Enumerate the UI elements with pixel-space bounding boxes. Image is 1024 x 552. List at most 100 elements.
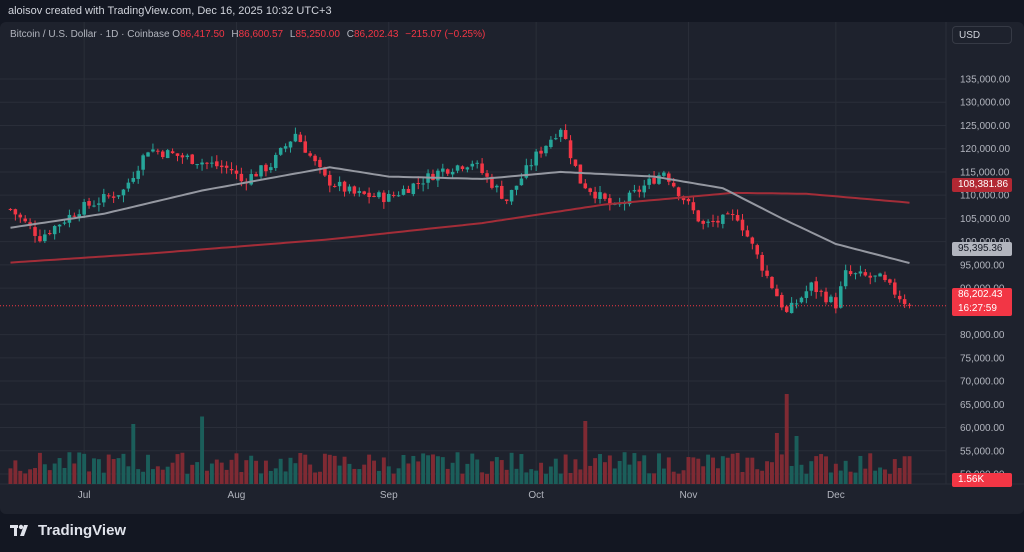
volume-bar: [18, 470, 23, 484]
volume-bar: [62, 467, 67, 484]
volume-bar: [612, 468, 617, 484]
volume-bar: [794, 436, 799, 484]
candle-body: [819, 290, 823, 292]
volume-bar: [789, 465, 794, 484]
candle-body: [838, 286, 843, 308]
candle-body: [269, 167, 273, 171]
volume-bar: [838, 470, 843, 484]
volume-bar: [883, 469, 887, 484]
volume-bar: [740, 471, 745, 484]
candle-body: [436, 170, 440, 181]
candle-body: [224, 165, 229, 168]
candle-body: [136, 170, 140, 179]
volume-bar: [57, 458, 62, 484]
volume-bar: [111, 459, 116, 484]
volume-bar: [190, 464, 195, 484]
candle-body: [745, 230, 750, 237]
volume-bar: [47, 470, 52, 484]
volume-bar: [357, 469, 362, 484]
candle-body: [676, 187, 681, 197]
candle-body: [529, 165, 534, 167]
candle-body: [794, 303, 799, 305]
candle-body: [775, 288, 779, 297]
candle-body: [421, 183, 425, 185]
candle-body: [603, 193, 607, 199]
volume-bar: [809, 461, 814, 484]
volume-bar: [652, 473, 657, 484]
candle-body: [696, 210, 701, 222]
volume-bar: [843, 460, 848, 484]
volume-bar: [696, 458, 701, 484]
volume-bar: [431, 454, 435, 484]
volume-bar: [28, 469, 33, 484]
volume-bar: [701, 466, 706, 484]
volume-bar: [347, 463, 352, 484]
high-label: H: [231, 29, 239, 40]
candle-body: [362, 191, 366, 194]
volume-bar: [308, 464, 313, 484]
candle-body: [499, 185, 504, 199]
volume-bar: [116, 458, 121, 484]
candle-body: [239, 173, 244, 182]
candle-body: [667, 173, 671, 182]
candle-body: [573, 159, 578, 166]
candle-body: [578, 164, 583, 184]
candle-body: [97, 203, 101, 205]
volume-bar: [632, 453, 637, 484]
candle-body: [43, 234, 47, 242]
volume-bar: [819, 454, 824, 484]
candle-body: [760, 255, 764, 271]
candle-body: [755, 245, 760, 255]
candle-body: [234, 170, 239, 174]
time-tick-label: Jul: [78, 490, 91, 501]
volume-bar: [617, 460, 622, 484]
volume-bar: [902, 456, 907, 484]
candle-body: [539, 150, 543, 154]
volume-bar: [494, 457, 499, 484]
candle-body: [583, 183, 588, 189]
candle-body: [608, 198, 612, 206]
candle-body: [465, 167, 470, 170]
candle-body: [485, 173, 489, 177]
volume-bar: [150, 469, 155, 484]
candle-body: [789, 302, 794, 314]
volume-bar: [553, 458, 558, 484]
volume-bar: [671, 471, 676, 484]
low-value: 85,250.00: [295, 29, 340, 40]
candle-body: [647, 178, 651, 185]
candle-body: [401, 188, 406, 195]
volume-bar: [539, 462, 544, 484]
chart-canvas[interactable]: 135,000.00 130,000.00 125,000.00 120,000.00…: [0, 22, 1024, 514]
volume-bar: [367, 454, 372, 484]
volume-bar: [833, 463, 838, 484]
volume-bar: [362, 464, 367, 484]
candle-body: [735, 215, 740, 221]
candle-body: [740, 219, 745, 231]
volume-bar: [661, 468, 666, 484]
candle-body: [377, 192, 381, 198]
volume-bar: [224, 469, 229, 484]
candle-body: [730, 214, 735, 216]
symbol-label[interactable]: Bitcoin / U.S. Dollar · 1D · Coinbase: [10, 29, 170, 40]
volume-bar: [234, 453, 239, 484]
volume-bar: [391, 473, 396, 484]
candle-body: [514, 185, 519, 190]
candle-body: [829, 296, 833, 303]
candle-body: [549, 139, 553, 148]
chart-panel[interactable]: 135,000.00 130,000.00 125,000.00 120,000.00…: [0, 22, 1024, 514]
time-tick-label: Dec: [827, 490, 845, 501]
close-value: 86,202.43: [353, 29, 399, 40]
candle-body: [588, 188, 592, 192]
volume-bar: [578, 469, 583, 484]
candle-body: [190, 154, 195, 165]
candle-body: [195, 164, 199, 166]
volume-bar: [165, 466, 170, 484]
volume-bar: [504, 469, 509, 484]
ma50-line: [10, 166, 910, 264]
currency-selector[interactable]: USD: [952, 26, 1012, 44]
volume-bar: [750, 457, 755, 484]
candle-body: [298, 134, 303, 143]
volume-bar: [141, 471, 146, 484]
volume-bar: [126, 466, 131, 484]
volume-bar: [273, 468, 278, 484]
